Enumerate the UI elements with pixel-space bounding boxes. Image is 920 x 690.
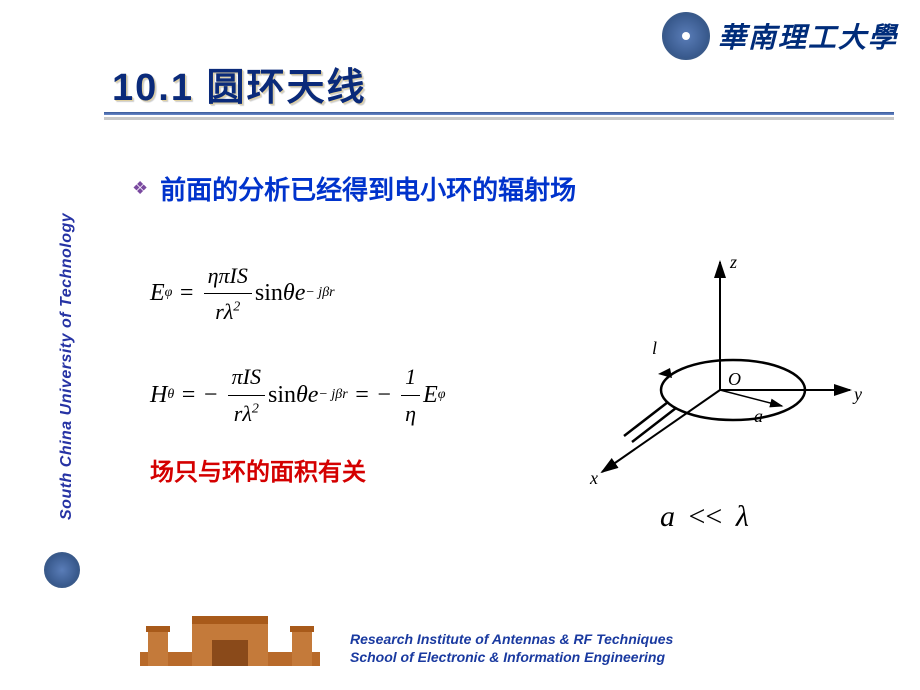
footer-line-2: School of Electronic & Information Engin…: [350, 648, 673, 666]
rel-a: a: [660, 500, 675, 533]
loop-label: l: [652, 338, 657, 358]
eq-sign-2: = −: [174, 376, 224, 414]
bullet-text: 前面的分析已经得到电小环的辐射场: [160, 170, 576, 207]
h-sub: θ: [167, 384, 174, 406]
university-logo-block: 華南理工大學: [662, 12, 898, 60]
loop-antenna-diagram: z y x O a l: [570, 250, 870, 490]
radius-label: a: [754, 406, 763, 426]
equations-block: Eφ = ηπIS rλ2 sin θ e− jβr Hθ = − πIS rλ…: [150, 258, 446, 461]
theta-2: θ: [296, 376, 308, 414]
footer-text-block: Research Institute of Antennas & RF Tech…: [350, 630, 673, 666]
axis-z-label: z: [729, 252, 737, 272]
origin-label: O: [728, 369, 741, 389]
footer: Research Institute of Antennas & RF Tech…: [0, 606, 920, 690]
frac-1: ηπIS rλ2: [204, 258, 252, 329]
relation-text: a << λ: [660, 500, 749, 534]
rhs-var: E: [423, 376, 438, 414]
equation-e-phi: Eφ = ηπIS rλ2 sin θ e− jβr: [150, 258, 446, 329]
frac-1-num: ηπIS: [204, 258, 252, 294]
theta-1: θ: [283, 274, 295, 312]
equation-h-theta: Hθ = − πIS rλ2 sin θ e− jβr = − 1 η Eφ: [150, 359, 446, 430]
e-1: e: [295, 274, 306, 312]
slide-title: 10.1 圆环天线: [112, 56, 367, 111]
title-underline: [104, 112, 894, 115]
axis-y-label: y: [852, 384, 862, 404]
frac-3: 1 η: [401, 359, 420, 430]
frac-2-num: πIS: [228, 359, 265, 395]
sidebar-seal-icon: [44, 552, 80, 588]
eq-sign: =: [172, 274, 200, 312]
axis-x-label: x: [589, 468, 598, 488]
frac-2-den: rλ2: [230, 396, 263, 431]
rhs-sub: φ: [438, 384, 446, 406]
rel-lambda: λ: [736, 500, 749, 533]
university-name-cn: 華南理工大學: [718, 16, 898, 56]
frac-3-num: 1: [401, 359, 420, 395]
e-2: e: [308, 376, 319, 414]
gate-illustration-icon: [130, 612, 330, 672]
sin-2: sin: [268, 376, 296, 414]
eq-sign-3: = −: [348, 376, 398, 414]
bullet-line: ❖ 前面的分析已经得到电小环的辐射场: [132, 170, 576, 207]
footer-line-1: Research Institute of Antennas & RF Tech…: [350, 630, 673, 648]
rel-op: <<: [689, 500, 723, 533]
statement-text: 场只与环的面积有关: [150, 452, 366, 487]
exp-1: − jβr: [305, 282, 334, 304]
e-sub: φ: [165, 282, 173, 304]
h-symbol: H: [150, 376, 167, 414]
exp-2: − jβr: [318, 384, 347, 406]
sidebar-university-en: South China University of Technology: [58, 213, 76, 520]
e-symbol: E: [150, 274, 165, 312]
frac-3-den: η: [401, 396, 420, 431]
university-seal-icon: [662, 12, 710, 60]
frac-2: πIS rλ2: [228, 359, 265, 430]
frac-1-den: rλ2: [211, 294, 244, 329]
bullet-icon: ❖: [132, 178, 148, 199]
sin-1: sin: [255, 274, 283, 312]
